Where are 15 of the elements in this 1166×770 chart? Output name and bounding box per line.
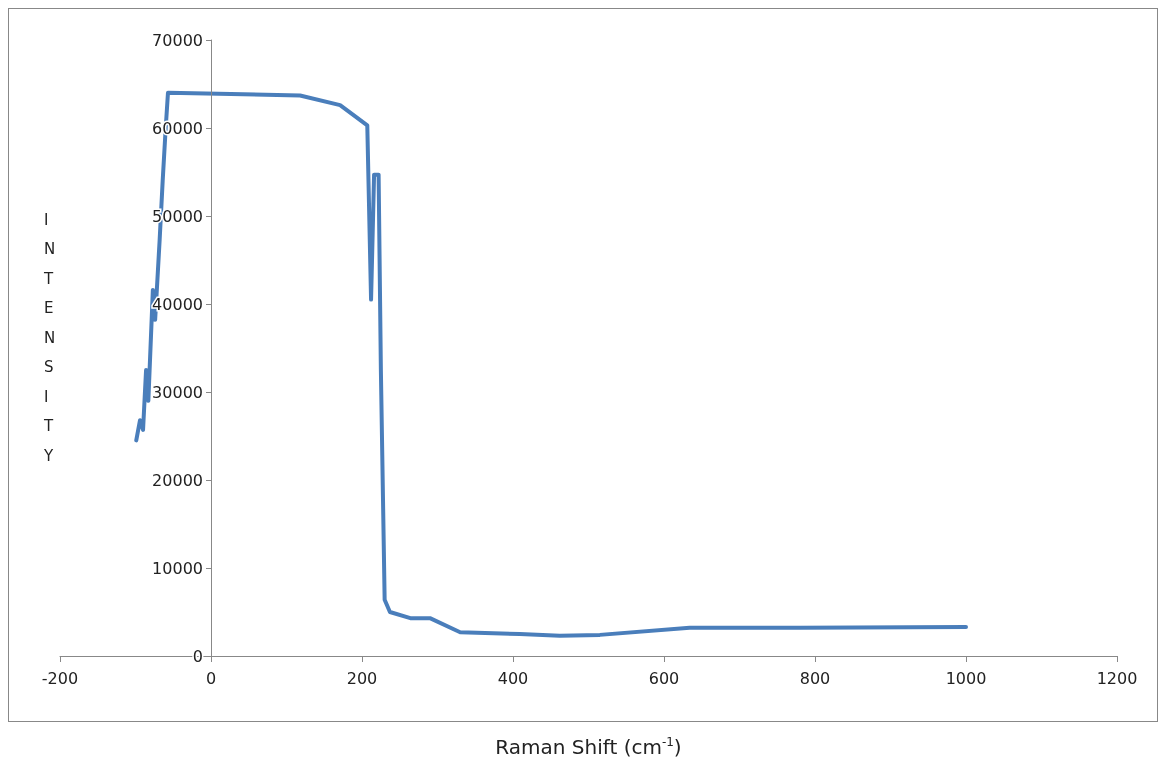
y-tick-label: 10000 — [152, 558, 203, 578]
y-tick-label: 20000 — [152, 470, 203, 490]
y-tick-label: 0 — [192, 646, 203, 666]
x-tick-label: 200 — [346, 668, 378, 688]
line-series — [134, 90, 968, 638]
x-tick-label: 0 — [205, 668, 217, 688]
x-tick-label: 800 — [799, 668, 831, 688]
x-tick-label: 600 — [648, 668, 680, 688]
x-tick-label: 400 — [497, 668, 529, 688]
x-tick-label: 1200 — [1096, 668, 1138, 688]
x-tick-label: -200 — [41, 668, 79, 688]
text: INTENSITY — [44, 210, 56, 465]
y-tick-label: 70000 — [152, 30, 203, 50]
y-tick-label: 30000 — [152, 382, 203, 402]
x-tick-label: 1000 — [945, 668, 987, 688]
